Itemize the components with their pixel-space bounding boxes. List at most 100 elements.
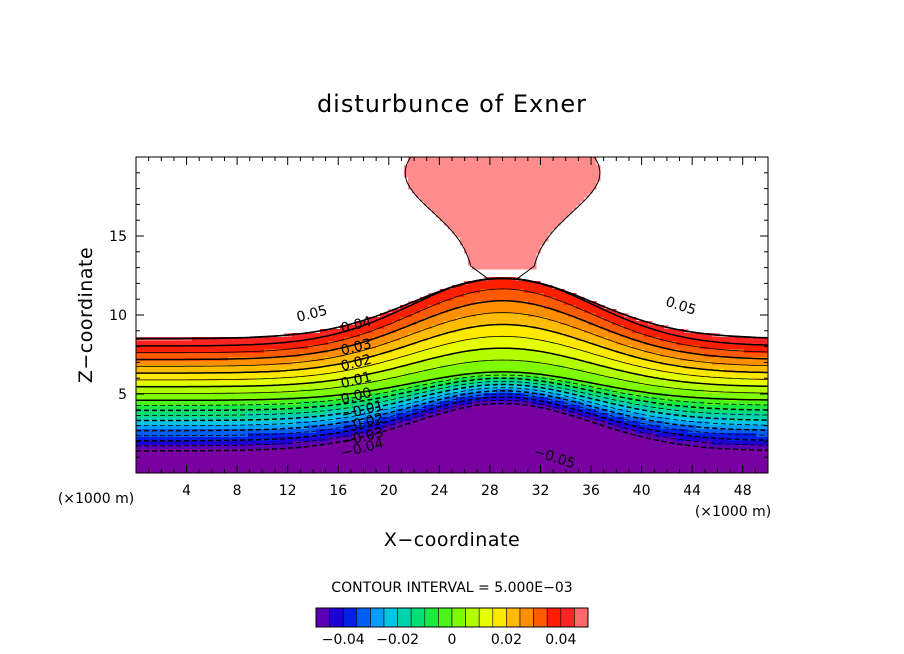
contour-cell — [584, 409, 589, 414]
contour-cell — [488, 365, 493, 370]
contour-cell — [740, 377, 745, 382]
contour-cell — [588, 401, 593, 406]
contour-cell — [488, 325, 493, 330]
contour-cell — [584, 393, 589, 398]
contour-cell — [440, 409, 445, 414]
contour-cell — [716, 357, 721, 362]
contour-cell — [388, 361, 393, 366]
contour-cell — [576, 197, 581, 202]
contour-cell — [184, 353, 189, 358]
contour-cell — [436, 193, 441, 198]
contour-cell — [328, 377, 333, 382]
contour-cell — [484, 345, 489, 350]
contour-cell — [576, 385, 581, 390]
contour-cell — [584, 177, 589, 182]
contour-cell — [472, 349, 477, 354]
contour-cell — [376, 349, 381, 354]
contour-cell — [352, 377, 357, 382]
contour-cell — [500, 225, 505, 230]
contour-cell — [624, 345, 629, 350]
contour-cell — [556, 185, 561, 190]
contour-cell — [564, 337, 569, 342]
contour-cell — [436, 381, 441, 386]
contour-cell — [192, 409, 197, 414]
contour-cell — [424, 373, 429, 378]
contour-cell — [244, 361, 249, 366]
contour-cell — [568, 177, 573, 182]
contour-cell — [456, 333, 461, 338]
contour-cell — [492, 157, 497, 162]
contour-cell — [608, 401, 613, 406]
contour-cell — [476, 245, 481, 250]
contour-cell — [504, 349, 509, 354]
contour-cell — [512, 157, 517, 162]
contour-cell — [492, 249, 497, 254]
contour-cell — [172, 373, 177, 378]
contour-cell — [496, 301, 501, 306]
contour-cell — [364, 329, 369, 334]
contour-cell — [692, 401, 697, 406]
contour-cell — [272, 389, 277, 394]
contour-cell — [464, 177, 469, 182]
contour-cell — [204, 389, 209, 394]
contour-cell — [516, 241, 521, 246]
contour-cell — [456, 393, 461, 398]
contour-cell — [500, 257, 505, 262]
contour-cell — [460, 241, 465, 246]
contour-cell — [156, 345, 161, 350]
contour-cell — [724, 373, 729, 378]
contour-cell — [524, 165, 529, 170]
contour-cell — [688, 353, 693, 358]
contour-cell — [468, 297, 473, 302]
contour-cell — [608, 405, 613, 410]
contour-cell — [348, 365, 353, 370]
contour-cell — [576, 409, 581, 414]
contour-cell — [504, 229, 509, 234]
contour-cell — [452, 417, 457, 422]
contour-cell — [296, 393, 301, 398]
contour-cell — [168, 417, 173, 422]
contour-cell — [204, 345, 209, 350]
contour-cell — [712, 401, 717, 406]
contour-cell — [468, 345, 473, 350]
contour-cell — [584, 185, 589, 190]
contour-cell — [316, 345, 321, 350]
contour-cell — [200, 401, 205, 406]
contour-cell — [620, 405, 625, 410]
contour-cell — [268, 381, 273, 386]
contour-cell — [716, 337, 721, 342]
contour-cell — [720, 401, 725, 406]
contour-cell — [284, 381, 289, 386]
contour-cell — [636, 325, 641, 330]
contour-cell — [248, 385, 253, 390]
contour-cell — [172, 409, 177, 414]
contour-cell — [292, 385, 297, 390]
contour-cell — [736, 413, 741, 418]
contour-cell — [480, 329, 485, 334]
contour-cell — [752, 369, 757, 374]
contour-cell — [424, 297, 429, 302]
contour-cell — [344, 369, 349, 374]
contour-cell — [764, 349, 768, 354]
contour-cell — [568, 157, 573, 162]
contour-cell — [428, 189, 433, 194]
contour-cell — [136, 389, 141, 394]
contour-cell — [556, 161, 561, 166]
contour-cell — [468, 293, 473, 298]
contour-cell — [276, 385, 281, 390]
contour-cell — [508, 377, 513, 382]
contour-cell — [464, 317, 469, 322]
contour-cell — [480, 233, 485, 238]
contour-cell — [568, 361, 573, 366]
contour-cell — [464, 341, 469, 346]
contour-cell — [504, 417, 509, 422]
contour-cell — [712, 357, 717, 362]
contour-cell — [292, 393, 297, 398]
contour-cell — [152, 409, 157, 414]
contour-cell — [292, 369, 297, 374]
contour-cell — [152, 373, 157, 378]
contour-cell — [440, 393, 445, 398]
contour-cell — [488, 393, 493, 398]
contour-cell — [148, 361, 153, 366]
contour-cell — [224, 409, 229, 414]
